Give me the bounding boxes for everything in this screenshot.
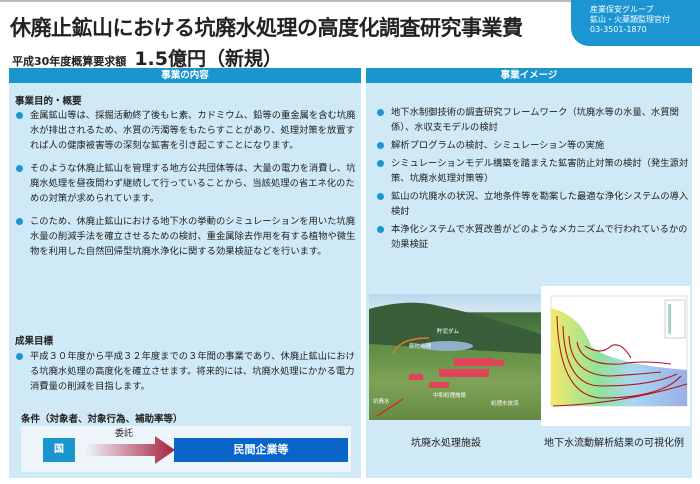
contact-group: 産業保安グループ: [590, 5, 654, 14]
photo-caption: 坑廃水処理施設: [411, 438, 481, 449]
budget-label: 平成30年度概算要求額: [12, 55, 127, 68]
contact-phone: 03-3501-1870: [590, 25, 647, 34]
goal-heading: 成果目標: [15, 336, 54, 347]
page-title: 休廃止鉱山における坑廃水処理の高度化調査研究事業費: [10, 16, 523, 40]
list-item: 鉱山の坑廃水の状況、立地条件等を勘案した最適な浄化システムの導入検討: [372, 189, 690, 219]
budget-value: 1.5億円（新規）: [134, 48, 282, 70]
groundwater-visualization: [541, 286, 690, 426]
business-image-panel: 事業イメージ 地下水制御技術の調査研究フレームワーク（坑廃水等の水量、水質関係）…: [366, 68, 692, 478]
contact-badge: 産業保安グループ 鉱山・火薬類監理官付 03-3501-1870: [571, 0, 700, 46]
business-content-panel: 事業の内容 事業目的・概要 金属鉱山等は、採掘活動終了後もヒ素、カドミウム、鉛等…: [9, 68, 361, 478]
list-item: シミュレーションモデル構築を踏まえた鉱害防止対策の検討（発生源対策、坑廃水処理対…: [372, 156, 690, 186]
image-list: 地下水制御技術の調査研究フレームワーク（坑廃水等の水量、水質関係）、水収支モデル…: [372, 105, 690, 255]
flow-to: 民間企業等: [174, 438, 348, 462]
flow-arrow-label: 委託: [115, 429, 134, 439]
photo-label: 中和処理施設: [433, 393, 467, 399]
purpose-list: 金属鉱山等は、採掘活動終了後もヒ素、カドミウム、鉛等の重金属を含む坑廃水が排出さ…: [11, 108, 359, 267]
conditions-heading: 条件（対象者、対象行為、補助率等）: [21, 414, 183, 425]
panel-header: 事業の内容: [9, 68, 361, 83]
list-item: 金属鉱山等は、採掘活動終了後もヒ素、カドミウム、鉛等の重金属を含む坑廃水が排出さ…: [11, 108, 359, 153]
goal-list: 平成３０年度から平成３２年度までの３年間の事業であり、休廃止鉱山における坑廃水処…: [11, 349, 359, 402]
top-rule: [0, 0, 700, 2]
purpose-heading: 事業目的・概要: [15, 96, 82, 107]
photo-label: 処理水放流: [491, 401, 519, 407]
arrow-right-icon: [85, 436, 175, 464]
list-item: 地下水制御技術の調査研究フレームワーク（坑廃水等の水量、水質関係）、水収支モデル…: [372, 105, 690, 135]
flow-from: 国: [43, 438, 75, 462]
photo-label: 坑廃水: [373, 399, 390, 405]
treatment-facility-photo: 貯泥ダム 殿物処理 中和処理施設 坑廃水 処理水放流: [369, 294, 541, 420]
flow-diagram: 国 委託 民間企業等: [21, 426, 351, 472]
photo-label: 貯泥ダム: [437, 329, 460, 335]
chart-caption: 地下水流動解析結果の可視化例: [544, 438, 684, 449]
panel-header: 事業イメージ: [366, 68, 692, 83]
budget-line: 平成30年度概算要求額 1.5億円（新規）: [12, 44, 282, 71]
list-item: 平成３０年度から平成３２年度までの３年間の事業であり、休廃止鉱山における坑廃水処…: [11, 349, 359, 394]
list-item: 解析プログラムの検討、シミュレーション等の実施: [372, 138, 690, 153]
list-item: 本浄化システムで水質改善がどのようなメカニズムで行われているかの効果検証: [372, 222, 690, 252]
contact-office: 鉱山・火薬類監理官付: [590, 15, 670, 24]
photo-label: 殿物処理: [409, 344, 432, 350]
list-item: そのような休廃止鉱山を管理する地方公共団体等は、大量の電力を消費し、坑廃水処理を…: [11, 161, 359, 206]
list-item: このため、休廃止鉱山における地下水の挙動のシミュレーションを用いた坑廃水量の削減…: [11, 214, 359, 259]
